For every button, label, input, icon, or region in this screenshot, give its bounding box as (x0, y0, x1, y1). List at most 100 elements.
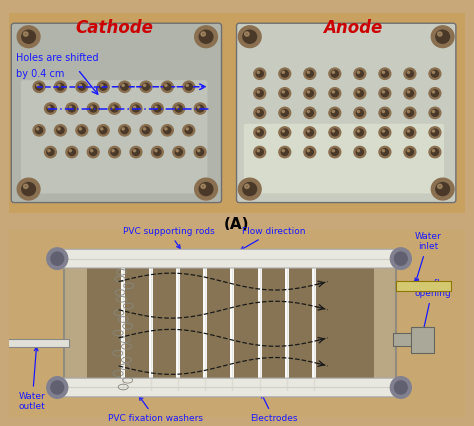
Circle shape (162, 125, 173, 136)
Circle shape (306, 109, 313, 116)
Circle shape (58, 84, 60, 86)
Circle shape (436, 30, 449, 43)
Circle shape (100, 128, 103, 130)
Circle shape (436, 182, 449, 196)
Circle shape (331, 149, 338, 155)
Circle shape (332, 130, 335, 132)
Circle shape (257, 130, 259, 132)
Circle shape (66, 147, 78, 158)
Circle shape (47, 248, 68, 269)
Circle shape (304, 147, 316, 158)
Circle shape (45, 147, 56, 158)
Circle shape (432, 130, 435, 132)
Circle shape (256, 90, 263, 97)
Circle shape (429, 107, 441, 118)
Circle shape (257, 91, 259, 93)
Circle shape (143, 83, 149, 90)
Circle shape (407, 110, 410, 112)
Circle shape (155, 150, 157, 152)
Circle shape (281, 70, 288, 77)
Bar (87, 263, 374, 389)
Circle shape (332, 91, 335, 93)
Circle shape (22, 30, 36, 43)
Circle shape (121, 83, 128, 90)
Circle shape (354, 107, 366, 118)
Circle shape (176, 106, 178, 108)
Circle shape (122, 84, 124, 86)
Circle shape (331, 90, 338, 97)
Circle shape (438, 32, 442, 36)
Circle shape (332, 150, 335, 152)
Circle shape (112, 106, 114, 108)
Circle shape (429, 68, 441, 79)
Circle shape (429, 127, 441, 138)
Circle shape (279, 147, 291, 158)
Circle shape (394, 252, 407, 265)
Circle shape (379, 68, 391, 79)
Circle shape (394, 381, 407, 394)
Circle shape (33, 81, 45, 92)
Circle shape (238, 26, 261, 48)
Circle shape (281, 109, 288, 116)
Circle shape (198, 106, 200, 108)
Circle shape (47, 377, 68, 398)
Circle shape (197, 105, 204, 112)
Circle shape (382, 71, 384, 73)
Text: Water
inlet: Water inlet (415, 232, 441, 282)
Bar (0, 339, 69, 347)
Circle shape (155, 106, 157, 108)
Circle shape (143, 128, 146, 130)
Circle shape (111, 105, 118, 112)
Circle shape (111, 149, 118, 155)
Circle shape (69, 106, 72, 108)
Circle shape (257, 71, 259, 73)
Circle shape (69, 150, 72, 152)
Circle shape (431, 70, 438, 77)
Circle shape (256, 109, 263, 116)
FancyBboxPatch shape (11, 23, 221, 202)
Circle shape (183, 81, 195, 92)
Text: Water
outlet: Water outlet (19, 347, 46, 411)
Circle shape (332, 71, 335, 73)
Circle shape (281, 149, 288, 155)
Circle shape (164, 127, 171, 134)
Circle shape (162, 81, 173, 92)
Circle shape (48, 106, 50, 108)
Circle shape (79, 128, 82, 130)
Circle shape (354, 88, 366, 99)
Circle shape (304, 107, 316, 118)
Circle shape (133, 150, 136, 152)
Circle shape (186, 128, 189, 130)
Text: PVC supporting rods: PVC supporting rods (123, 227, 215, 248)
Circle shape (45, 103, 56, 114)
Circle shape (97, 125, 109, 136)
Circle shape (51, 381, 64, 394)
Circle shape (58, 128, 60, 130)
Circle shape (431, 109, 438, 116)
Circle shape (306, 149, 313, 155)
Circle shape (357, 110, 360, 112)
Circle shape (154, 105, 161, 112)
Circle shape (201, 32, 206, 36)
Circle shape (357, 150, 360, 152)
Circle shape (97, 81, 109, 92)
Circle shape (382, 90, 388, 97)
Circle shape (51, 252, 64, 265)
Circle shape (24, 184, 28, 189)
Circle shape (407, 150, 410, 152)
Circle shape (176, 150, 178, 152)
Circle shape (78, 127, 85, 134)
Circle shape (36, 84, 39, 86)
Circle shape (201, 184, 206, 189)
Circle shape (406, 129, 413, 136)
Circle shape (407, 91, 410, 93)
Circle shape (164, 83, 171, 90)
Circle shape (140, 125, 152, 136)
Circle shape (307, 110, 310, 112)
Circle shape (57, 83, 64, 90)
Circle shape (175, 105, 182, 112)
Circle shape (186, 84, 189, 86)
Circle shape (87, 147, 99, 158)
Circle shape (429, 88, 441, 99)
Circle shape (254, 107, 265, 118)
